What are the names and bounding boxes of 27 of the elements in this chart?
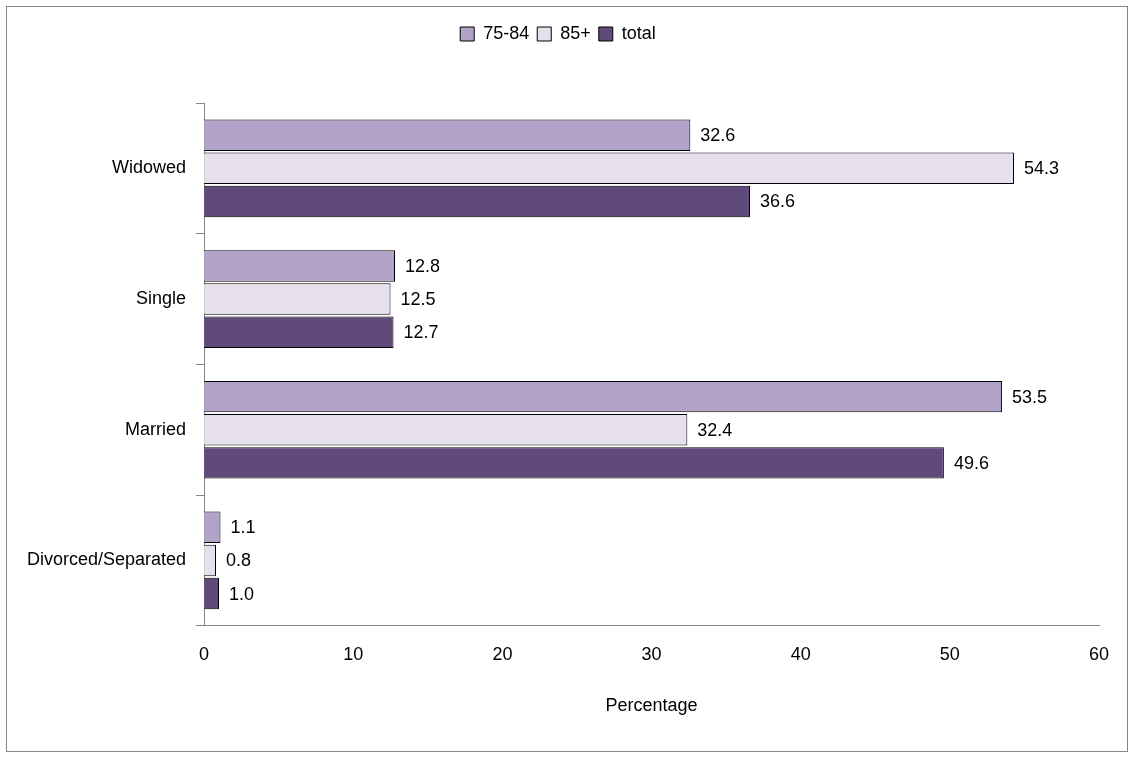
x-tick-label: 40 xyxy=(790,643,811,664)
data-label: 12.7 xyxy=(403,322,439,343)
x-tick-label: 50 xyxy=(939,643,960,664)
data-label: 36.6 xyxy=(759,191,796,212)
legend-label: 85+ xyxy=(560,22,591,43)
data-label: 32.4 xyxy=(697,419,733,440)
data-label: 54.3 xyxy=(1023,158,1060,179)
x-tick-label: 10 xyxy=(343,643,364,664)
x-tick-label: 20 xyxy=(492,643,513,664)
data-label: 53.5 xyxy=(1012,386,1048,407)
x-tick-label: 30 xyxy=(641,643,662,664)
data-label: 0.8 xyxy=(226,550,252,571)
x-axis-title: Percentage xyxy=(605,695,698,716)
data-label: 12.5 xyxy=(400,289,436,310)
legend-label: 75-84 xyxy=(483,22,530,43)
data-label: 1.1 xyxy=(230,517,256,538)
data-label: 32.6 xyxy=(700,125,736,146)
data-label: 12.8 xyxy=(405,255,441,276)
x-tick-label: 60 xyxy=(1088,643,1110,664)
data-label: 1.0 xyxy=(229,583,255,604)
data-label: 49.6 xyxy=(953,452,989,473)
y-tick-label: Single xyxy=(136,288,187,309)
y-tick-label: Divorced/Separated xyxy=(27,549,187,570)
x-tick-label: 0 xyxy=(199,643,210,664)
y-tick-label: Widowed xyxy=(112,157,187,178)
y-tick-label: Married xyxy=(125,418,187,439)
legend-label: total xyxy=(621,22,656,43)
